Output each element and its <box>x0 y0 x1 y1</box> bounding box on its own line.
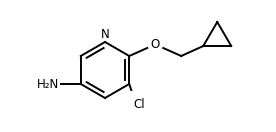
Text: Cl: Cl <box>133 98 145 111</box>
Text: O: O <box>151 37 160 51</box>
Text: H₂N: H₂N <box>36 77 59 91</box>
Text: N: N <box>101 28 109 41</box>
